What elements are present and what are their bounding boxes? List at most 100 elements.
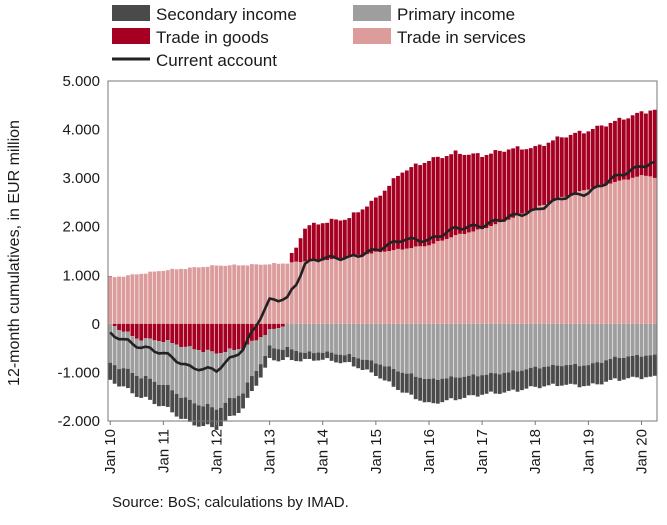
bar-primary-income: [392, 324, 396, 369]
bar-primary-income: [312, 324, 316, 353]
bar-trade-in-services: [263, 265, 267, 324]
bar-trade-in-services: [644, 176, 648, 324]
y-tick-label: -2.000: [57, 413, 100, 430]
bar-trade-in-goods: [489, 154, 493, 226]
bar-trade-in-services: [604, 185, 608, 324]
legend-label-primary-income: Primary income: [397, 5, 515, 24]
bar-trade-in-services: [334, 258, 338, 324]
bar-primary-income: [166, 340, 170, 385]
legend-label-secondary-income: Secondary income: [156, 5, 297, 24]
y-tick-label: 2.000: [62, 219, 100, 236]
bar-secondary-income: [215, 410, 219, 430]
bar-trade-in-goods: [192, 324, 196, 350]
bar-secondary-income: [542, 367, 546, 387]
bar-trade-in-services: [524, 213, 528, 324]
bar-secondary-income: [303, 353, 307, 359]
bar-primary-income: [463, 324, 467, 377]
bar-primary-income: [246, 345, 250, 383]
bar-secondary-income: [334, 354, 338, 362]
bar-secondary-income: [463, 377, 467, 398]
legend: Secondary income Primary income Trade in…: [112, 5, 526, 70]
bar-secondary-income: [485, 375, 489, 394]
bar-secondary-income: [529, 368, 533, 386]
bar-primary-income: [582, 324, 586, 366]
bar-primary-income: [126, 332, 130, 369]
bar-primary-income: [622, 324, 626, 358]
bar-trade-in-goods: [427, 161, 431, 245]
bar-trade-in-goods: [312, 223, 316, 260]
bar-trade-in-services: [308, 261, 312, 323]
bar-trade-in-services: [480, 229, 484, 324]
bar-primary-income: [427, 324, 431, 379]
bar-trade-in-services: [595, 187, 599, 324]
bar-trade-in-services: [507, 220, 511, 324]
bar-secondary-income: [648, 355, 652, 376]
bar-trade-in-services: [440, 241, 444, 324]
bar-secondary-income: [179, 398, 183, 419]
bar-trade-in-goods: [117, 324, 121, 330]
bar-trade-in-goods: [516, 146, 520, 215]
bar-secondary-income: [356, 358, 360, 368]
bar-secondary-income: [582, 366, 586, 387]
bar-trade-in-services: [529, 210, 533, 324]
bar-primary-income: [547, 324, 551, 367]
bar-trade-in-goods: [467, 155, 471, 233]
bar-secondary-income: [436, 380, 440, 404]
bar-secondary-income: [396, 372, 400, 390]
bar-secondary-income: [148, 379, 152, 400]
bar-primary-income: [476, 324, 480, 376]
bar-trade-in-services: [215, 266, 219, 324]
source-note: Source: BoS; calculations by IMAD.: [112, 494, 349, 511]
bar-secondary-income: [374, 364, 378, 376]
bar-trade-in-services: [476, 229, 480, 323]
bar-primary-income: [454, 324, 458, 378]
bar-trade-in-goods: [268, 324, 272, 329]
bar-secondary-income: [418, 378, 422, 401]
bar-trade-in-services: [153, 272, 157, 324]
bar-primary-income: [449, 324, 453, 376]
bar-secondary-income: [281, 350, 285, 360]
bar-secondary-income: [423, 379, 427, 402]
bar-trade-in-goods: [308, 225, 312, 261]
bar-trade-in-goods: [299, 238, 303, 262]
bar-secondary-income: [139, 378, 143, 398]
bar-primary-income: [281, 327, 285, 350]
bar-primary-income: [334, 324, 338, 355]
bar-primary-income: [653, 324, 657, 355]
bar-primary-income: [498, 324, 502, 374]
bar-trade-in-services: [392, 250, 396, 324]
bar-trade-in-services: [277, 264, 281, 324]
bar-primary-income: [445, 324, 449, 379]
bar-secondary-income: [290, 349, 294, 360]
bar-secondary-income: [210, 407, 214, 427]
line-current-account: [110, 162, 655, 372]
bar-secondary-income: [153, 382, 157, 404]
bar-trade-in-services: [560, 197, 564, 324]
bar-trade-in-goods: [573, 133, 577, 193]
bar-primary-income: [374, 324, 378, 364]
bar-primary-income: [370, 324, 374, 361]
legend-swatch-primary-income: [353, 5, 391, 21]
bar-trade-in-goods: [321, 223, 325, 260]
x-tick-label: Jan 18: [527, 429, 544, 474]
bar-trade-in-services: [321, 261, 325, 324]
bar-trade-in-goods: [409, 167, 413, 248]
bar-primary-income: [432, 324, 436, 379]
bar-trade-in-services: [401, 250, 405, 324]
bar-primary-income: [250, 341, 254, 376]
bar-primary-income: [188, 346, 192, 400]
bar-secondary-income: [533, 367, 537, 387]
bar-primary-income: [409, 324, 413, 374]
bar-trade-in-goods: [135, 324, 139, 339]
x-tick-label: Jan 20: [634, 429, 651, 474]
bar-primary-income: [352, 324, 356, 357]
bar-trade-in-goods: [330, 219, 334, 259]
bar-secondary-income: [471, 374, 475, 395]
bar-secondary-income: [409, 373, 413, 394]
bar-secondary-income: [489, 373, 493, 392]
bar-secondary-income: [414, 377, 418, 399]
bar-trade-in-services: [241, 265, 245, 324]
bar-primary-income: [330, 324, 334, 353]
bar-trade-in-goods: [157, 324, 161, 341]
